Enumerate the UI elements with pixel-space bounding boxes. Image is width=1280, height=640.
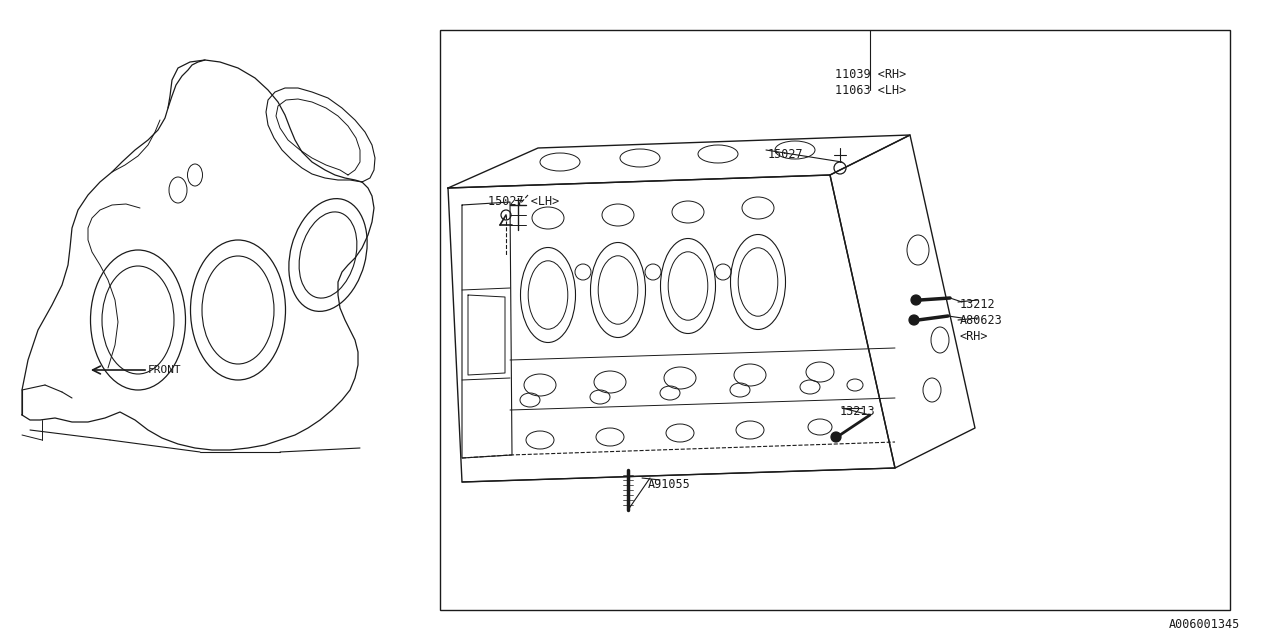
Text: FRONT: FRONT [148, 365, 182, 375]
Text: A80623: A80623 [960, 314, 1002, 327]
Circle shape [911, 295, 922, 305]
Text: <RH>: <RH> [960, 330, 988, 343]
Text: 13213: 13213 [840, 405, 876, 418]
Text: A91055: A91055 [648, 478, 691, 491]
Text: 13212: 13212 [960, 298, 996, 311]
Text: 15027 <LH>: 15027 <LH> [488, 195, 559, 208]
Text: A006001345: A006001345 [1169, 618, 1240, 631]
Text: 11063 <LH>: 11063 <LH> [835, 84, 906, 97]
Circle shape [831, 432, 841, 442]
Bar [440, 30, 1230, 610]
Circle shape [909, 315, 919, 325]
Text: 11039 <RH>: 11039 <RH> [835, 68, 906, 81]
Text: 15027: 15027 [768, 148, 804, 161]
